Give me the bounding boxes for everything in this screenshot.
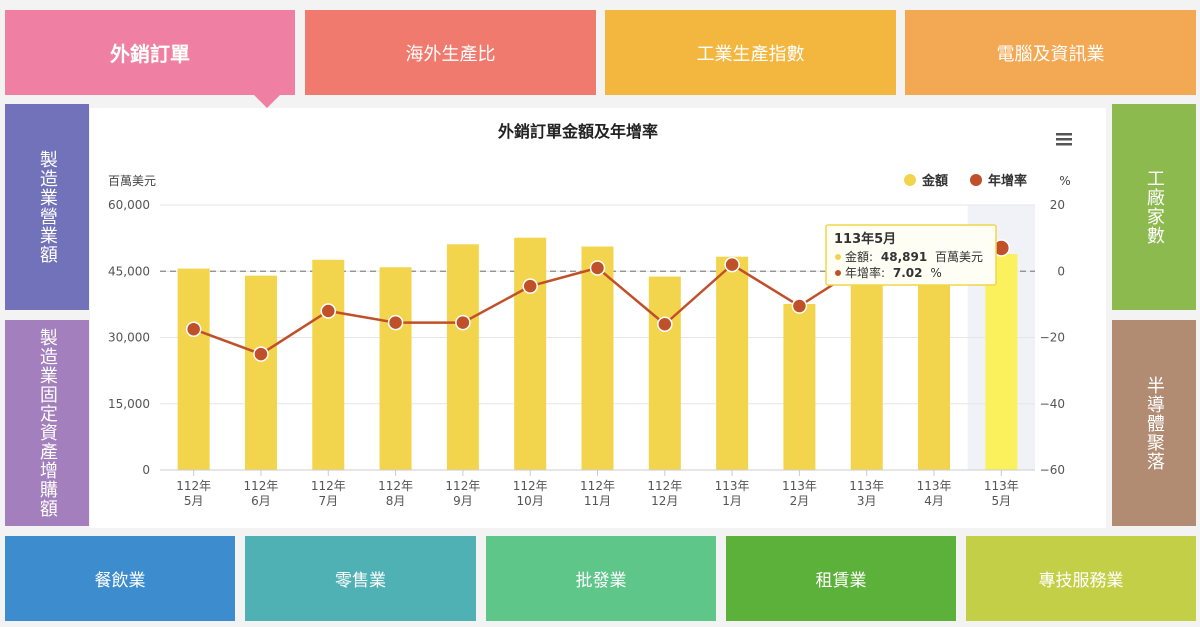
x-tick-label: 112年 8月 (378, 479, 413, 508)
svg-text:年增率: 7.02 %: 年增率: 7.02 % (845, 265, 942, 280)
tab-professional-services[interactable]: 專技服務業 (966, 536, 1196, 621)
bar (716, 256, 749, 470)
tab-label: 租賃業 (815, 571, 867, 591)
legend: 金額 年增率 (904, 173, 1027, 189)
tooltip-amount-value: 48,891 (881, 250, 927, 264)
x-tick-label: 113年 2月 (782, 479, 817, 508)
tab-semiconductor[interactable]: 半導體聚落 (1112, 320, 1196, 526)
tab-label: 餐飲業 (94, 571, 146, 591)
y-left-tick: 15,000 (108, 397, 150, 411)
growth-marker (185, 321, 202, 337)
x-tick-label: 112年 10月 (513, 479, 548, 508)
y-right-tick: −40 (1040, 397, 1065, 411)
tab-manufacturing-revenue[interactable]: 製造業營業額 (5, 104, 89, 310)
tab-label: 工廠家數 (1143, 169, 1165, 245)
bar (783, 303, 816, 470)
x-tick-label: 113年 1月 (715, 479, 750, 508)
y-right-tick: 0 (1057, 264, 1065, 278)
chart-panel: 外銷訂單金額及年增率 百萬美元 % 金額 年增率 0 −60 15,000 −40 30… (90, 108, 1106, 528)
tab-label: 半導體聚落 (1143, 375, 1165, 471)
tab-label: 製造業固定資產增購額 (36, 328, 58, 518)
y-right-tick: 20 (1050, 198, 1065, 212)
x-tick-label: 112年 6月 (244, 479, 279, 508)
tab-label: 零售業 (335, 571, 386, 591)
tab-rental[interactable]: 租賃業 (726, 536, 956, 621)
y-right-axis-label: % (1059, 174, 1070, 188)
x-tick-label: 113年 5月 (984, 479, 1019, 508)
tab-label: 專技服務業 (1038, 571, 1124, 591)
tab-label: 海外生產比 (405, 43, 496, 65)
x-tick-label: 112年 12月 (647, 479, 682, 508)
tab-label: 外銷訂單 (110, 42, 190, 66)
bar (581, 246, 614, 470)
tooltip-amount-unit: 百萬美元 (935, 250, 983, 264)
growth-marker (320, 303, 337, 319)
growth-marker (455, 314, 471, 331)
bar (244, 275, 277, 470)
growth-marker (522, 278, 538, 294)
y-left-tick: 45,000 (108, 264, 150, 278)
y-left-tick: 0 (142, 463, 150, 477)
y-right-tick: −60 (1040, 463, 1065, 477)
bar (850, 271, 883, 470)
growth-marker (387, 314, 404, 331)
bar (918, 269, 951, 470)
tab-wholesale[interactable]: 批發業 (486, 536, 716, 621)
tooltip: 113年5月 金額: 48,891 百萬美元 年增率: 7.02 % (825, 224, 997, 286)
tooltip-title: 113年5月 (834, 231, 896, 247)
legend-label-amount[interactable]: 金額 (921, 173, 948, 189)
tooltip-growth-label: 年增率: (845, 265, 885, 280)
tab-fixed-assets[interactable]: 製造業固定資產增購額 (5, 320, 89, 526)
tab-label: 批發業 (575, 571, 627, 591)
svg-text:金額: 48,891 百萬美: 金額: 48,891 百萬美元 (845, 249, 983, 264)
y-left-axis-label: 百萬美元 (108, 174, 156, 188)
x-tick-label: 112年 7月 (311, 479, 346, 508)
legend-swatch-amount (904, 174, 916, 186)
tab-label: 工業生產指數 (696, 43, 805, 65)
legend-label-growth[interactable]: 年增率 (988, 173, 1027, 189)
x-tick-label: 112年 9月 (445, 479, 480, 508)
x-tick-label: 112年 11月 (580, 479, 615, 508)
y-left-tick: 60,000 (108, 198, 150, 212)
growth-marker (253, 346, 269, 362)
tooltip-growth-value: 7.02 (893, 266, 923, 280)
tab-retail[interactable]: 零售業 (245, 536, 476, 621)
growth-marker (724, 256, 740, 273)
bar (514, 237, 547, 470)
tab-computer-info[interactable]: 電腦及資訊業 (905, 10, 1196, 95)
tab-export-orders[interactable]: 外銷訂單 (5, 10, 295, 95)
x-tick-label: 113年 3月 (849, 479, 884, 508)
bar (379, 267, 412, 470)
bar (648, 276, 681, 470)
x-tick-label: 113年 4月 (917, 479, 952, 508)
growth-marker (657, 316, 673, 332)
tab-industrial-production[interactable]: 工業生產指數 (605, 10, 896, 95)
bar (446, 244, 479, 470)
chart-title: 外銷訂單金額及年增率 (497, 122, 658, 141)
chart-svg: 外銷訂單金額及年增率 百萬美元 % 金額 年增率 0 −60 15,000 −40 30… (108, 122, 1072, 508)
tooltip-growth-unit: % (930, 266, 941, 280)
growth-marker (589, 260, 606, 276)
tooltip-amount-label: 金額: (845, 249, 873, 264)
growth-marker (791, 298, 808, 314)
y-right-tick: −20 (1040, 331, 1065, 345)
menu-icon[interactable] (1056, 133, 1072, 146)
tab-factory-count[interactable]: 工廠家數 (1112, 104, 1196, 310)
legend-swatch-growth (970, 174, 982, 186)
tab-food-service[interactable]: 餐飲業 (5, 536, 235, 621)
tab-label: 電腦及資訊業 (996, 43, 1105, 65)
x-tick-label: 112年 5月 (176, 479, 211, 508)
bar (177, 268, 210, 470)
tab-overseas-production[interactable]: 海外生產比 (305, 10, 596, 95)
bar (985, 254, 1018, 470)
bar (312, 259, 345, 470)
tab-label: 製造業營業額 (36, 150, 58, 264)
y-left-tick: 30,000 (108, 331, 150, 345)
active-tab-pointer (253, 94, 281, 108)
